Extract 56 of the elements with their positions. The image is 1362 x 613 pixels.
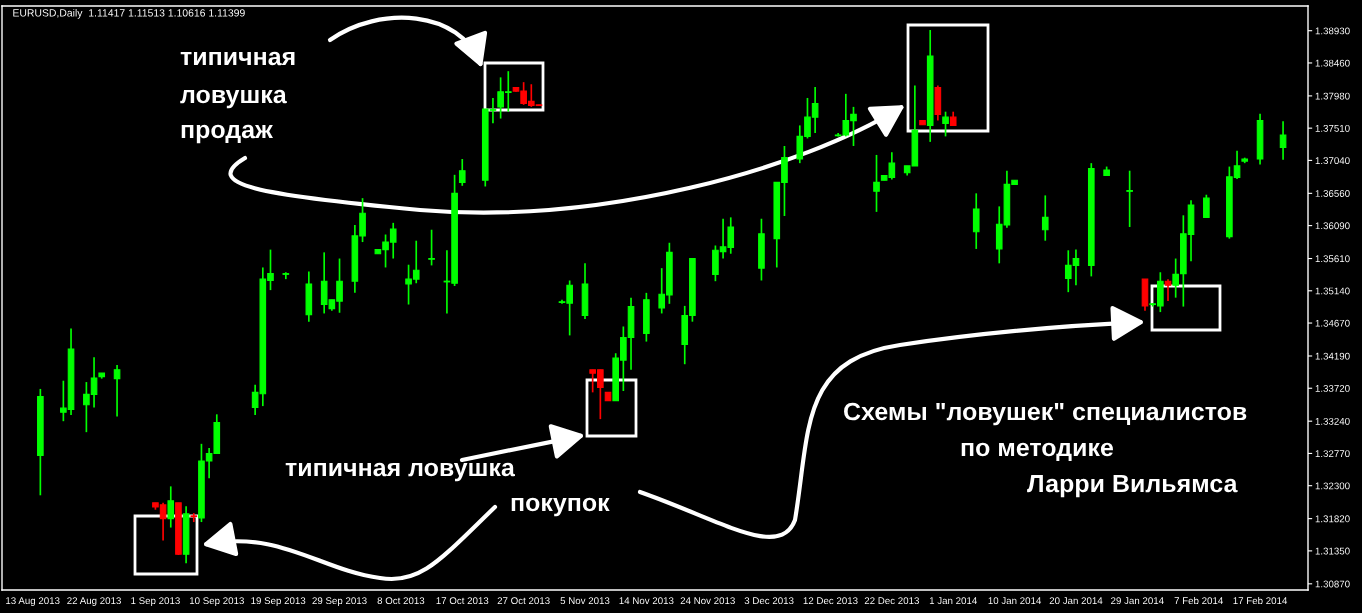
candlestick (37, 388, 44, 497)
x-tick-label: 27 Oct 2013 (497, 597, 550, 605)
x-tick-label: 5 Nov 2013 (560, 597, 610, 605)
chart-title: EURUSD,Daily 1.11417 1.11513 1.10616 1.11399 (13, 8, 245, 19)
y-tick-label: 1.37510 (1315, 124, 1350, 132)
y-tick-label: 1.32770 (1315, 450, 1350, 458)
x-tick-label: 22 Aug 2013 (67, 597, 121, 607)
x-tick-label: 22 Dec 2013 (864, 597, 919, 605)
candlestick (428, 228, 435, 267)
x-tick-label: 29 Jan 2014 (1111, 597, 1164, 605)
y-tick-label: 1.30870 (1315, 580, 1350, 588)
x-tick-label: 10 Sep 2013 (189, 597, 244, 607)
y-tick-label: 1.37040 (1315, 157, 1350, 165)
y-tick-label: 1.38930 (1315, 27, 1350, 35)
candlestick (873, 154, 880, 213)
candlestick (98, 372, 106, 380)
x-tick-label: 10 Jan 2014 (988, 597, 1042, 605)
y-tick-label: 1.34190 (1315, 352, 1350, 360)
x-tick-label: 12 Dec 2013 (803, 597, 858, 605)
x-tick-label: 17 Feb 2014 (1233, 596, 1288, 605)
candlestick (604, 391, 612, 402)
y-tick-label: 1.32300 (1315, 482, 1350, 490)
y-tick-label: 1.34670 (1315, 319, 1350, 327)
x-tick-label: 3 Dec 2013 (744, 597, 794, 605)
candlestick (1126, 169, 1133, 228)
annotation: Схемы "ловушек" специалистов по методике Ларри Вильямса (844, 402, 1247, 498)
y-tick-label: 1.31820 (1315, 515, 1350, 523)
y-tick-label: 1.36560 (1315, 190, 1350, 197)
candlestick (190, 512, 198, 523)
x-tick-label: 8 Oct 2013 (377, 597, 425, 605)
y-tick-label: 1.31350 (1315, 547, 1350, 555)
y-tick-label: 1.35610 (1315, 255, 1350, 263)
y-tick-label: 1.35140 (1315, 287, 1350, 295)
annotation: типичная ловушка покупок (285, 462, 610, 517)
candlestick (1203, 193, 1210, 219)
x-tick-label: 7 Feb 2014 (1174, 596, 1223, 605)
candlestick (175, 502, 182, 556)
y-tick-label: 1.37980 (1315, 92, 1350, 100)
candlestick (643, 292, 650, 343)
y-tick-label: 1.36090 (1315, 222, 1350, 230)
x-tick-label: 29 Sep 2013 (312, 597, 367, 607)
candlestick (282, 271, 290, 280)
candlestick (758, 217, 765, 282)
x-tick-label: 24 Nov 2013 (680, 597, 735, 605)
x-tick-label: 14 Nov 2013 (619, 597, 674, 605)
y-tick-label: 1.33720 (1315, 384, 1350, 392)
y-tick-label: 1.38460 (1315, 59, 1350, 67)
x-tick-label: 20 Jan 2014 (1049, 597, 1103, 605)
candlestick (1241, 156, 1249, 164)
x-tick-label: 1 Jan 2014 (929, 597, 977, 605)
x-tick-label: 17 Oct 2013 (436, 597, 489, 605)
y-tick-label: 1.33240 (1315, 417, 1350, 425)
x-tick-label: 13 Aug 2013 (6, 597, 60, 607)
annotation: типичная ловушка продаж (180, 51, 295, 144)
x-tick-label: 19 Sep 2013 (251, 597, 306, 607)
x-tick-label: 1 Sep 2013 (131, 597, 180, 607)
